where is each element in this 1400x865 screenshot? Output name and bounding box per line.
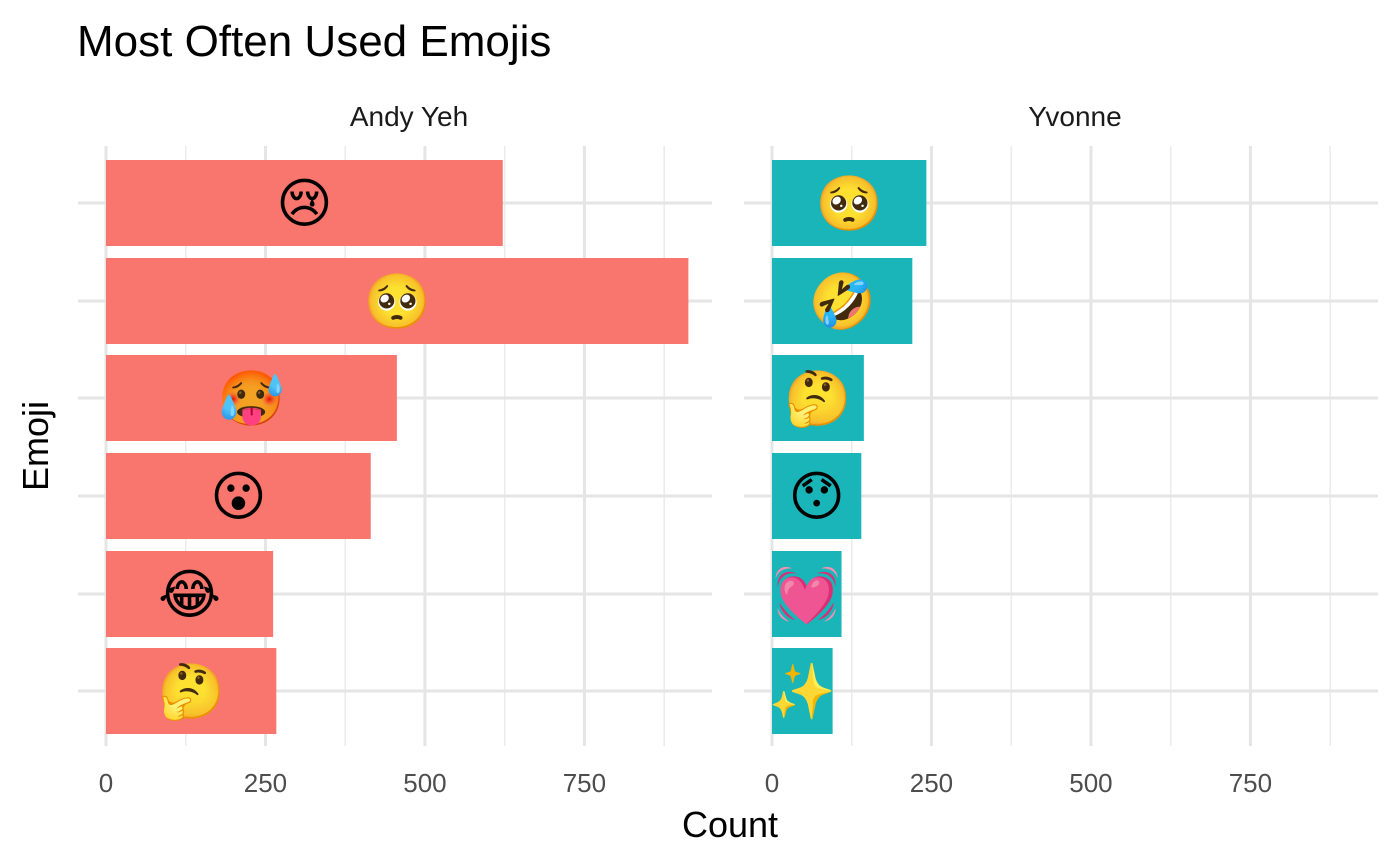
x-axis-title: Count bbox=[682, 804, 778, 845]
x-tick-label: 0 bbox=[765, 768, 779, 798]
hot-face-icon: 🥵 bbox=[218, 367, 285, 430]
thinking-face-icon: 🤔 bbox=[158, 660, 225, 723]
crying-face-icon: 😢 bbox=[276, 172, 332, 235]
bar bbox=[772, 355, 864, 441]
y-axis-title: Emoji bbox=[15, 401, 56, 491]
bar bbox=[106, 160, 503, 246]
x-tick-label: 250 bbox=[910, 768, 953, 798]
thinking-face-icon: 🤔 bbox=[784, 367, 851, 430]
rolling-on-floor-laughing-icon: 🤣 bbox=[807, 270, 876, 336]
x-tick-label: 500 bbox=[403, 768, 446, 798]
facet-panel: Andy Yeh 😢 🥺 🥵 😮 😂 🤔 0 250 500 750 bbox=[78, 101, 712, 798]
bar bbox=[772, 453, 862, 539]
facet-strip-label: Andy Yeh bbox=[350, 101, 468, 132]
face-with-tears-of-joy-icon: 😂 bbox=[158, 563, 221, 626]
bar bbox=[772, 648, 833, 734]
hushed-face-icon: 😯 bbox=[789, 465, 845, 528]
sparkles-icon: ✨ bbox=[769, 660, 836, 723]
bar bbox=[772, 551, 842, 637]
facet-panels: Andy Yeh 😢 🥺 🥵 😮 😂 🤔 0 250 500 750 Yvonne 🥺 🤣 🤔 😯 💓 ✨ 0 250… bbox=[78, 101, 1378, 798]
bar bbox=[772, 160, 927, 246]
chart-title: Most Often Used Emojis bbox=[77, 17, 551, 66]
bar bbox=[106, 355, 397, 441]
beating-heart-icon: 💓 bbox=[773, 563, 840, 626]
bar bbox=[106, 453, 371, 539]
bar bbox=[772, 258, 913, 344]
pleading-face-icon: 🥺 bbox=[364, 270, 431, 333]
x-tick-label: 750 bbox=[563, 768, 606, 798]
x-tick-label: 0 bbox=[99, 768, 113, 798]
facet-panel: Yvonne 🥺 🤣 🤔 😯 💓 ✨ 0 250 500 750 bbox=[744, 101, 1378, 798]
bar bbox=[106, 648, 277, 734]
x-tick-label: 250 bbox=[244, 768, 287, 798]
facet-strip-label: Yvonne bbox=[1028, 101, 1121, 132]
face-with-open-mouth-icon: 😮 bbox=[210, 465, 266, 528]
pleading-face-icon: 🥺 bbox=[816, 172, 883, 235]
bar bbox=[106, 551, 274, 637]
x-tick-label: 500 bbox=[1069, 768, 1112, 798]
x-tick-label: 750 bbox=[1229, 768, 1272, 798]
bar bbox=[106, 258, 689, 344]
